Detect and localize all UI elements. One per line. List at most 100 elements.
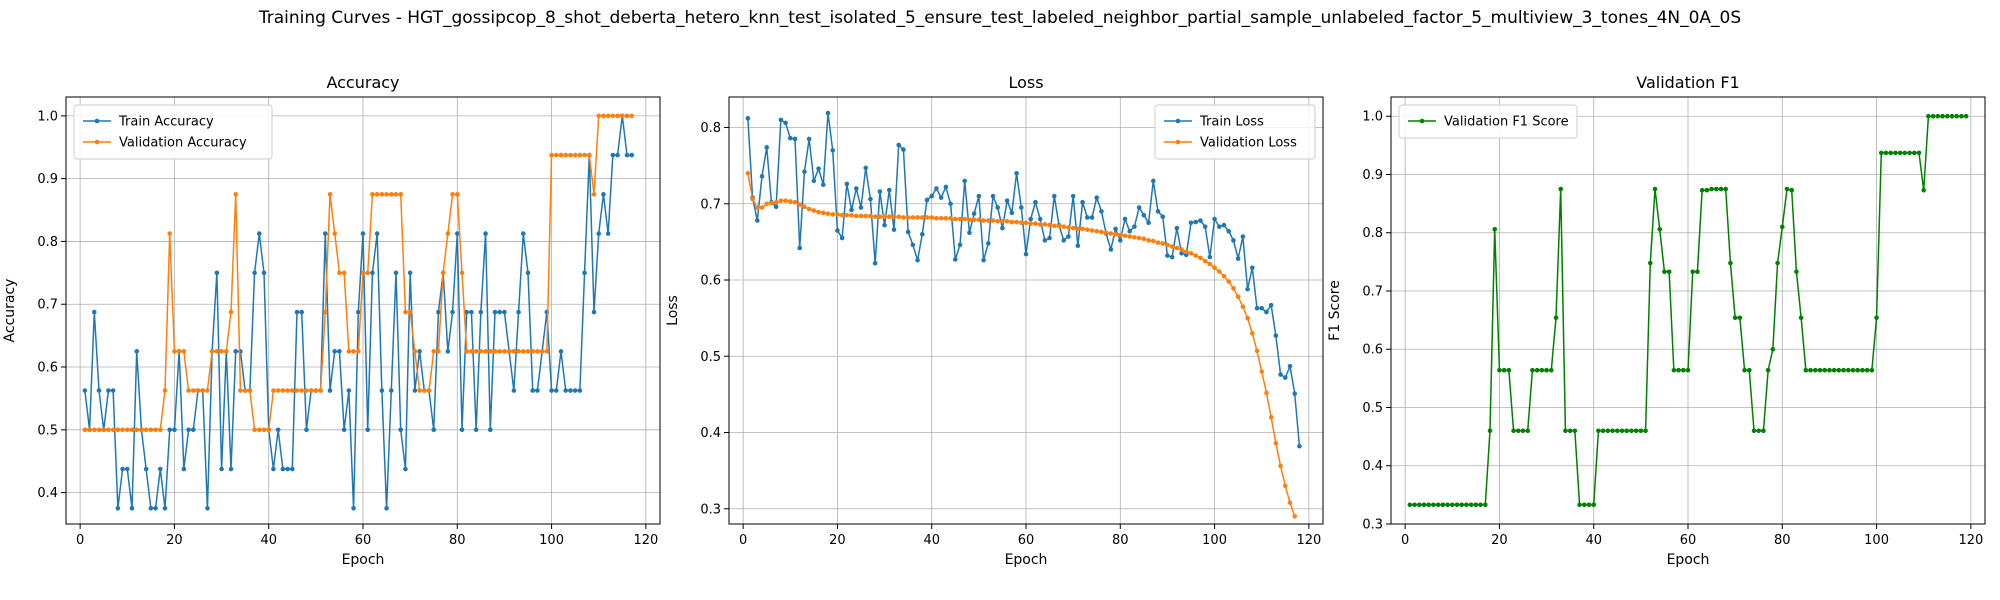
accuracy-series-0-point (157, 466, 163, 472)
f1-series-0-point (1591, 502, 1597, 508)
accuracy-series-1-point (139, 427, 144, 433)
loss-series-0-point (976, 193, 982, 199)
f1-series-0-point (1596, 428, 1601, 434)
f1-x-axis-label: Epoch (1667, 552, 1710, 568)
loss-series-0-point (957, 242, 963, 248)
accuracy-series-1-point (549, 152, 554, 158)
loss-series-0-point (1141, 212, 1147, 218)
loss-series-1-point (1240, 304, 1246, 309)
loss-series-1-point (1141, 236, 1147, 242)
accuracy-x-tick-label: 0 (76, 533, 84, 548)
loss-series-1-point (938, 215, 944, 221)
accuracy-series-1-point (209, 349, 215, 354)
loss-series-0-point (952, 257, 958, 262)
accuracy-series-1-point (219, 349, 224, 354)
accuracy-y-tick-label: 0.4 (37, 486, 58, 501)
loss-series-0-point (1150, 178, 1156, 184)
loss-series-0-point (863, 165, 869, 171)
f1-series-0-point (1869, 367, 1875, 373)
loss-series-0-point (1287, 363, 1293, 369)
accuracy-series-0-point (153, 506, 158, 511)
loss-series-1-point (929, 215, 935, 220)
f1-series-0-point (1539, 367, 1545, 373)
accuracy-series-1-point (502, 349, 507, 354)
loss-series-1-point (759, 205, 765, 210)
loss-series-0-point (905, 229, 911, 235)
accuracy-series-1-point (417, 388, 422, 393)
accuracy-series-1-point (134, 427, 140, 433)
accuracy-series-0-point (365, 427, 371, 433)
f1-series-0-point (1629, 428, 1634, 434)
loss-series-0-point (1160, 214, 1166, 220)
f1-series-0-point (1751, 428, 1757, 434)
f1-series-0-point (1704, 187, 1710, 193)
accuracy-series-0-point (289, 466, 295, 472)
accuracy-series-1-point (601, 113, 606, 119)
loss-y-tick-label: 0.8 (700, 121, 721, 136)
loss-series-0-point (910, 242, 916, 248)
loss-series-0-point (1165, 253, 1170, 258)
accuracy-series-1-point (308, 388, 314, 393)
f1-series-0-point (1473, 502, 1479, 508)
loss-series-1-point (882, 214, 887, 220)
accuracy-series-0-point (294, 309, 300, 315)
loss-series-1-point (858, 213, 864, 219)
accuracy-series-1-point (242, 388, 248, 393)
loss-series-1-point (957, 216, 963, 222)
f1-series-0-point (1709, 186, 1714, 192)
loss-series-0-point (1042, 238, 1048, 243)
loss-series-1-point (820, 210, 826, 216)
accuracy-series-0-point (370, 270, 375, 276)
loss-series-1-point (976, 217, 982, 223)
f1-series-0-point (1680, 367, 1686, 373)
loss-series-0-point (1282, 375, 1288, 380)
loss-series-1-point (971, 217, 977, 223)
accuracy-series-1-point (96, 427, 102, 433)
f1-series-0-point (1445, 502, 1450, 508)
loss-series-1-point (830, 212, 836, 217)
accuracy-series-1-point (624, 113, 630, 119)
accuracy-series-1-point (572, 152, 578, 158)
f1-series-0-point (1746, 367, 1752, 373)
loss-series-1-point (787, 199, 793, 204)
loss-series-1-point (1000, 218, 1005, 224)
accuracy-series-1-point (539, 349, 545, 354)
loss-series-1-point (943, 215, 949, 221)
loss-series-0-point (901, 147, 906, 152)
accuracy-series-1-point (591, 192, 597, 197)
loss-series-0-point (1009, 210, 1015, 216)
f1-series-0-point (1586, 502, 1592, 508)
accuracy-series-1-point (275, 388, 281, 393)
f1-x-tick-label: 20 (1491, 533, 1508, 548)
loss-x-tick-label: 80 (1112, 533, 1129, 548)
loss-series-0-point (1226, 228, 1232, 234)
loss-series-1-point (1084, 227, 1090, 232)
loss-series-0-point (877, 189, 883, 194)
accuracy-x-tick-label: 120 (633, 533, 658, 548)
accuracy-series-1-point (398, 192, 404, 197)
loss-series-0-point (985, 241, 991, 246)
loss-x-tick-label: 120 (1296, 533, 1321, 548)
f1-series-0-point (1577, 502, 1582, 508)
accuracy-series-1-point (181, 349, 187, 354)
f1-series-0-point (1874, 315, 1879, 321)
f1-x-tick-label: 40 (1585, 533, 1602, 548)
accuracy-series-0-point (407, 270, 413, 276)
accuracy-series-1-point (483, 349, 488, 354)
accuracy-legend-marker-0 (94, 118, 100, 124)
f1-series-0-point (1553, 315, 1559, 321)
f1-series-0-point (1911, 150, 1917, 156)
accuracy-series-1-point (431, 349, 437, 354)
loss-series-0-point (1207, 254, 1213, 260)
f1-series-0-point (1666, 269, 1672, 275)
f1-series-0-point (1563, 428, 1568, 434)
accuracy-series-0-point (110, 388, 116, 393)
accuracy-series-1-point (374, 192, 380, 197)
accuracy-series-0-point (549, 388, 554, 393)
loss-series-0-point (1202, 224, 1208, 229)
loss-series-0-point (981, 257, 986, 263)
accuracy-series-1-point (535, 349, 540, 354)
accuracy-y-tick-label: 0.6 (37, 361, 58, 376)
f1-y-axis-label: F1 Score (1327, 280, 1343, 341)
